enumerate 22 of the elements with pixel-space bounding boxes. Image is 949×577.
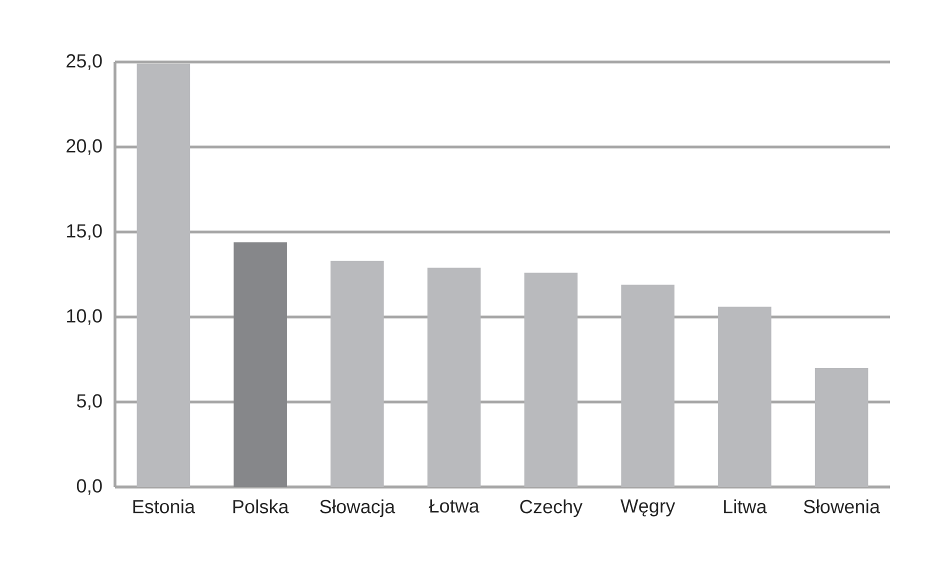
x-tick-label: Polska xyxy=(233,499,289,514)
bar xyxy=(427,268,481,487)
x-tick-label: Estonia xyxy=(133,499,196,514)
x-tick-label: Węgry xyxy=(620,499,676,516)
bar xyxy=(621,284,674,487)
y-tick-label: 20,0 xyxy=(66,139,102,155)
bar xyxy=(136,64,190,487)
bar xyxy=(330,260,384,487)
y-tick-label: 0,0 xyxy=(76,479,102,495)
bar xyxy=(524,272,578,487)
x-tick-label: Słowenia xyxy=(804,499,880,514)
y-tick-label: 15,0 xyxy=(67,224,102,240)
bar xyxy=(814,368,868,487)
bar xyxy=(718,306,772,487)
bar xyxy=(234,242,287,487)
y-tick-label: 5,0 xyxy=(76,394,102,410)
y-tick-label: 25,0 xyxy=(66,54,102,70)
x-tick-label: Czechy xyxy=(520,499,582,518)
x-tick-label: Łotwa xyxy=(428,499,480,513)
y-tick-label: 10,0 xyxy=(67,309,102,325)
x-tick-label: Litwa xyxy=(724,499,767,514)
x-tick-label: Słowacja xyxy=(320,499,396,518)
